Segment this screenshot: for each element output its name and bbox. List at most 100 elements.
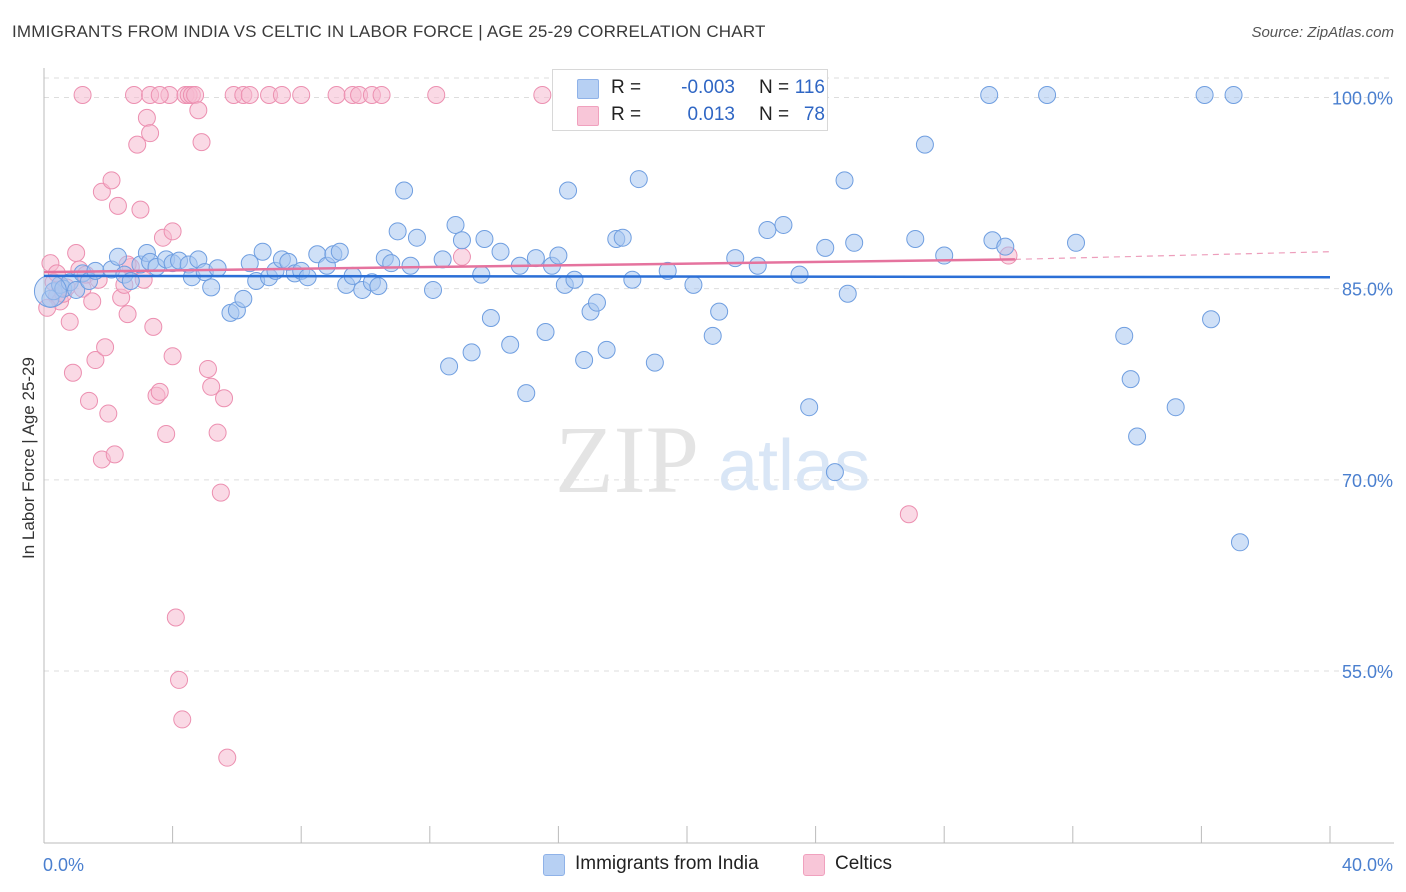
y-tick-label: 100.0% <box>1332 89 1393 109</box>
celtics-point <box>186 85 205 104</box>
celtics-point <box>533 85 552 104</box>
celtics-point <box>327 85 346 104</box>
legend-r-value: -0.003 <box>681 77 735 98</box>
india-point <box>1067 233 1086 252</box>
india-point <box>825 463 844 482</box>
india-point <box>395 181 414 200</box>
celtics-point <box>80 391 99 410</box>
celtics-point <box>125 85 144 104</box>
india-point <box>996 237 1015 256</box>
legend-label-india: Immigrants from India <box>575 853 759 874</box>
india-point <box>559 181 578 200</box>
celtics-point <box>150 382 169 401</box>
india-point <box>67 280 86 299</box>
celtics-point <box>170 670 189 689</box>
celtics-point <box>86 351 105 370</box>
celtics-point <box>99 404 118 423</box>
celtics-point <box>128 135 147 154</box>
celtics-point <box>189 101 208 120</box>
india-point-cluster <box>33 274 67 308</box>
celtics-point <box>198 359 217 378</box>
india-point <box>501 335 520 354</box>
india-point <box>452 231 471 250</box>
india-point <box>481 308 500 327</box>
india-point <box>658 261 677 280</box>
india-point <box>758 221 777 240</box>
legend-r-label: R = <box>611 77 642 98</box>
celtics-point <box>272 85 291 104</box>
india-point <box>253 242 272 261</box>
celtics-point <box>83 292 102 311</box>
celtics-point <box>240 85 259 104</box>
celtics-point <box>173 710 192 729</box>
series-legend: Immigrants from India Celtics <box>0 852 1406 878</box>
y-tick-label: 70.0% <box>1342 471 1393 491</box>
india-point <box>475 229 494 248</box>
celtics-point <box>102 171 121 190</box>
celtics-point <box>163 222 182 241</box>
legend-swatch-blue <box>577 79 599 99</box>
india-point <box>1121 370 1140 389</box>
correlation-legend: R = -0.003 N = 116 R = 0.013 N = 78 <box>552 69 828 131</box>
celtics-point <box>150 85 169 104</box>
india-point <box>800 398 819 417</box>
india-point <box>623 270 642 289</box>
celtics-point <box>96 338 115 357</box>
legend-n-value: 116 <box>794 77 825 98</box>
india-point <box>1224 85 1243 104</box>
celtics-point <box>144 317 163 336</box>
celtics-point <box>157 424 176 443</box>
celtics-point <box>73 85 92 104</box>
india-point <box>774 215 793 234</box>
india-point <box>202 278 221 297</box>
india-point <box>1128 427 1147 446</box>
india-point <box>835 171 854 190</box>
y-tick-label: 55.0% <box>1342 662 1393 682</box>
india-point <box>526 249 545 268</box>
gridlines <box>44 77 1394 672</box>
india-point <box>748 256 767 275</box>
chart-title: IMMIGRANTS FROM INDIA VS CELTIC IN LABOR… <box>12 22 766 41</box>
tick-labels: 55.0% 70.0% 85.0% 100.0% 0.0% 40.0% In Labor F… <box>19 89 1393 876</box>
india-point <box>645 353 664 372</box>
india-point <box>587 293 606 312</box>
celtics-trend-extension <box>1014 251 1331 260</box>
india-point <box>234 289 253 308</box>
india-point <box>1230 533 1249 552</box>
india-point <box>108 247 127 266</box>
india-point <box>330 242 349 261</box>
india-point <box>838 284 857 303</box>
india-point <box>517 384 536 403</box>
celtics-point <box>108 196 127 215</box>
celtics-point <box>60 312 79 331</box>
celtics-point <box>215 389 234 408</box>
x-tick-label: 0.0% <box>43 855 84 875</box>
india-point <box>382 254 401 273</box>
india-point <box>407 228 426 247</box>
celtics-point <box>63 363 82 382</box>
india-point <box>462 343 481 362</box>
celtics-points <box>38 85 1018 767</box>
legend-n-value: 78 <box>803 104 825 125</box>
celtics-point <box>105 445 124 464</box>
watermark-atlas: atlas <box>718 426 870 506</box>
india-point <box>446 215 465 234</box>
india-point <box>703 326 722 345</box>
india-point <box>710 302 729 321</box>
celtics-trend-line <box>43 258 1015 274</box>
legend-label-celtics: Celtics <box>835 853 893 874</box>
india-point <box>980 85 999 104</box>
celtics-point <box>163 347 182 366</box>
legend-n-label: N = <box>759 77 790 98</box>
india-point <box>440 357 459 376</box>
india-point <box>549 246 568 265</box>
india-point <box>684 275 703 294</box>
india-point <box>1166 398 1185 417</box>
india-point <box>629 170 648 189</box>
india-point <box>597 340 616 359</box>
x-tick-label: 40.0% <box>1342 855 1393 875</box>
india-point <box>575 351 594 370</box>
celtics-point <box>92 182 111 201</box>
y-tick-label: 85.0% <box>1342 280 1393 300</box>
celtics-point <box>137 108 156 127</box>
